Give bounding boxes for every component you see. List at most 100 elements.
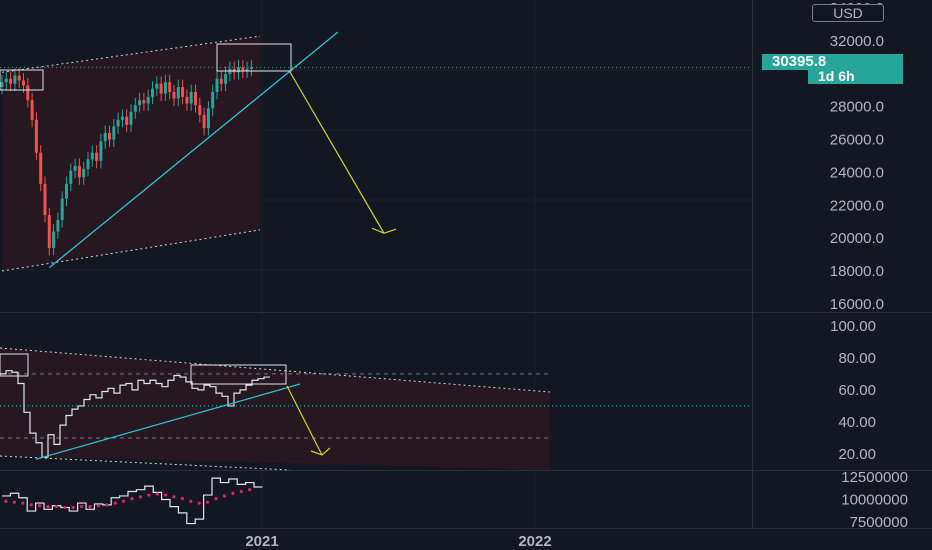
- ma-point: [222, 494, 226, 498]
- candle-body: [13, 75, 17, 84]
- ma-point: [206, 500, 210, 504]
- osc-upper-line: [0, 347, 551, 393]
- candles: [0, 59, 253, 256]
- ma-point: [113, 501, 117, 505]
- ma-point: [80, 505, 84, 509]
- candle-body: [237, 67, 240, 73]
- ma-point: [138, 495, 142, 499]
- candle-body: [224, 73, 228, 84]
- osc-projection-arrow: [286, 385, 323, 456]
- price-tick-label: 16000.0: [830, 296, 884, 313]
- time-axis: 2021 2022: [245, 533, 551, 550]
- candle-body: [151, 88, 154, 97]
- price-tick-label: 24000.0: [830, 164, 884, 181]
- upper-channel-line: [1, 35, 261, 73]
- osc-top-box: [190, 364, 287, 385]
- last-price-badge: 30395.8: [762, 54, 903, 70]
- candle-body: [181, 87, 185, 97]
- candle-body: [69, 170, 73, 184]
- candle-body: [103, 133, 107, 142]
- candle-body: [215, 78, 219, 92]
- candle-body: [249, 67, 253, 69]
- volume-ma: [4, 488, 252, 510]
- price-tick-label: 28000.0: [830, 99, 884, 116]
- candle-body: [95, 152, 99, 161]
- ma-point: [164, 493, 168, 497]
- ma-point: [130, 497, 134, 501]
- candle-body: [185, 96, 189, 104]
- candle-body: [56, 220, 60, 232]
- volume-axis: 7500000 10000000 12500000: [841, 469, 908, 531]
- osc-range-box: [0, 353, 29, 377]
- candle-body: [245, 68, 249, 71]
- candle-body: [0, 82, 4, 88]
- ma-point: [54, 505, 59, 509]
- candle-body: [47, 215, 51, 248]
- price-tick-label: 26000.0: [830, 132, 884, 149]
- candle-body: [34, 119, 38, 153]
- osc-tick-label: 60.00: [838, 382, 876, 399]
- candle-body: [17, 75, 21, 81]
- candle-body: [86, 159, 90, 170]
- candle-body: [82, 169, 86, 178]
- candle-body: [198, 105, 202, 115]
- candle-body: [202, 114, 206, 129]
- candle-body: [9, 78, 13, 84]
- candle-body: [163, 82, 167, 94]
- candle-body: [60, 198, 64, 221]
- osc-tick-label: 20.00: [838, 446, 876, 463]
- projection-arrow: [289, 71, 385, 234]
- candle-body: [189, 91, 193, 104]
- ma-point: [248, 488, 252, 492]
- osc-channel-fill: [0, 348, 550, 470]
- projection-arrow-head: [371, 227, 397, 234]
- price-tick-label: 32000.0: [830, 33, 884, 50]
- ma-point: [155, 492, 159, 496]
- candle-body: [142, 100, 146, 104]
- ma-point: [172, 495, 176, 499]
- price-tick-label: 22000.0: [830, 197, 884, 214]
- ma-point: [231, 491, 235, 495]
- ma-point: [96, 504, 100, 508]
- candle-body: [120, 116, 124, 120]
- ma-point: [197, 501, 201, 505]
- candle-body: [129, 111, 133, 125]
- ma-point: [63, 505, 67, 510]
- candle-body: [146, 96, 150, 104]
- lower-channel-line: [1, 229, 261, 272]
- candle-body: [26, 85, 30, 101]
- ma-point: [122, 499, 126, 503]
- candle-body: [77, 165, 81, 178]
- ma-point: [147, 493, 151, 497]
- ma-point: [239, 489, 243, 494]
- volume-tick-label: 7500000: [850, 514, 908, 531]
- osc-axis: 20.00 40.00 60.00 80.00 100.00: [830, 318, 876, 463]
- ma-point: [180, 497, 184, 501]
- osc-tick-label: 80.00: [838, 350, 876, 367]
- price-tick-label: 20000.0: [830, 230, 884, 247]
- currency-label[interactable]: USD: [812, 4, 884, 22]
- ma-point: [71, 505, 75, 510]
- candle-body: [125, 116, 129, 125]
- candle-body: [108, 133, 111, 140]
- price-axis: 16000.0 18000.0 20000.0 22000.0 24000.0 26000…: [830, 0, 884, 313]
- ma-point: [4, 499, 8, 503]
- ma-point: [21, 501, 25, 505]
- candle-body: [90, 152, 94, 160]
- ma-point: [88, 505, 92, 509]
- ma-point: [189, 499, 193, 503]
- candle-body: [194, 91, 197, 106]
- candle-body: [116, 119, 120, 127]
- candle-body: [176, 87, 180, 99]
- ma-point: [29, 503, 33, 507]
- osc-tick-label: 40.00: [838, 414, 876, 431]
- osc-lower-line: [0, 455, 291, 471]
- ma-point: [12, 500, 16, 504]
- candle-body: [73, 165, 77, 171]
- volume-line: [2, 477, 263, 525]
- ma-point: [46, 505, 50, 509]
- osc-trendline: [35, 383, 301, 460]
- candle-body: [112, 126, 116, 140]
- ma-point: [38, 504, 42, 508]
